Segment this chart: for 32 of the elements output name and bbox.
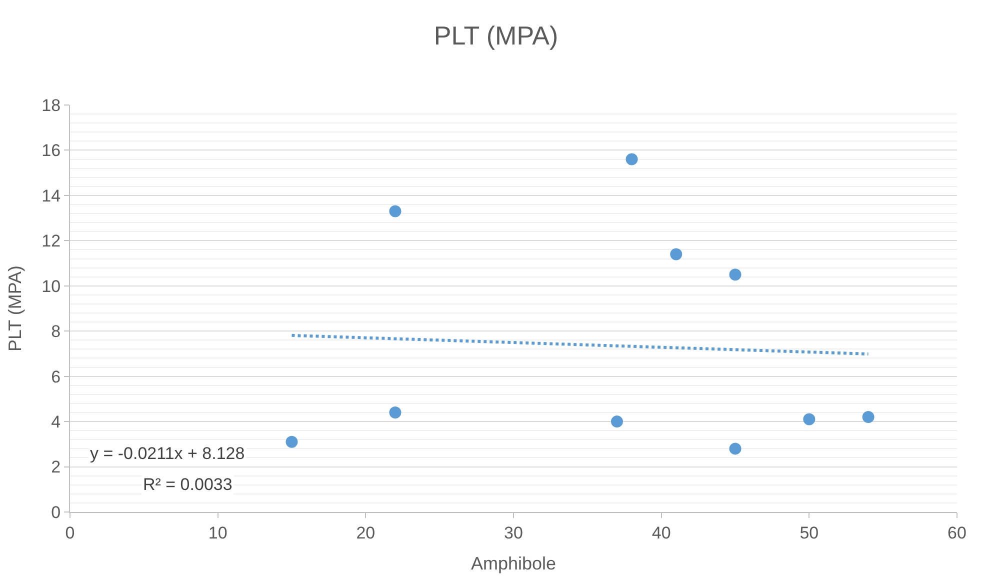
x-tick-label: 0: [65, 523, 75, 542]
x-axis-title: Amphibole: [470, 554, 556, 574]
point: [862, 411, 874, 424]
point: [389, 406, 402, 419]
x-tick-label: 50: [800, 523, 819, 542]
y-tick-label: 10: [42, 276, 61, 296]
point: [729, 442, 742, 455]
annotation: y = -0.0211x + 8.128: [90, 444, 245, 463]
point: [610, 416, 623, 428]
x-tick-label: 30: [504, 523, 523, 542]
y-tick-label: 2: [51, 458, 61, 477]
y-tick-label: 18: [42, 96, 61, 115]
y-tick-label: 14: [42, 186, 61, 206]
point: [626, 153, 638, 166]
x-tick-label: 10: [208, 523, 228, 542]
point: [729, 268, 742, 281]
y-tick-label: 8: [51, 322, 61, 342]
point: [803, 413, 816, 426]
y-axis-title: PLT (MPA): [4, 265, 25, 352]
chart-title: PLT (MPA): [434, 20, 558, 50]
point: [286, 436, 298, 448]
x-tick-label: 20: [356, 523, 376, 542]
y-tick-label: 12: [42, 232, 61, 251]
point: [389, 205, 402, 218]
y-tick-label: 0: [51, 502, 61, 522]
y-tick-label: 16: [42, 141, 61, 160]
y-tick-label: 6: [51, 367, 61, 386]
point: [670, 248, 682, 260]
y-tick-label: 4: [51, 412, 61, 432]
x-tick-label: 60: [948, 523, 966, 542]
x-tick-label: 40: [652, 523, 671, 542]
annotation: R² = 0.0033: [143, 475, 232, 494]
